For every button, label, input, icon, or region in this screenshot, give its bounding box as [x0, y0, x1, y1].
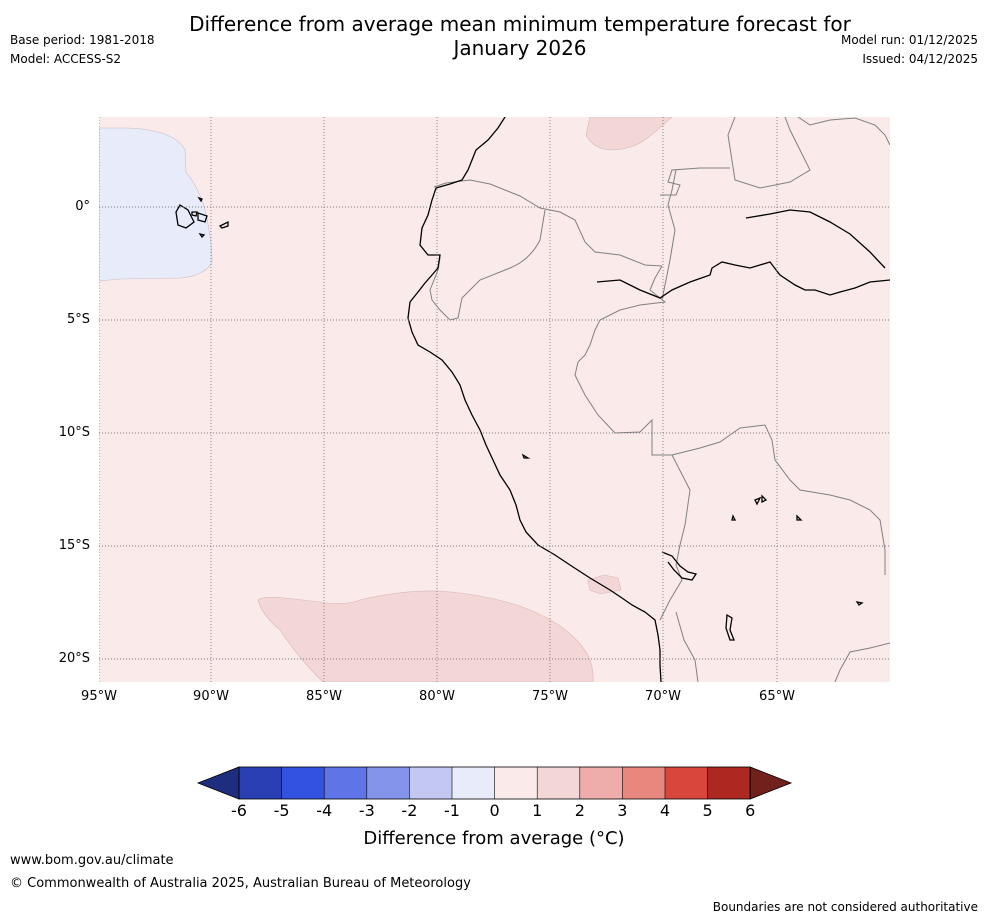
- warm-anomaly-coast: [587, 574, 622, 595]
- colorbar-extend-low: [196, 766, 240, 800]
- title-line-2: January 2026: [453, 36, 587, 60]
- colorbar-segment: [409, 767, 453, 799]
- colorbar-segment: [366, 767, 410, 799]
- colorbar-tick-label: 5: [702, 801, 713, 820]
- colorbar-tick-label: 1: [532, 801, 543, 820]
- colorbar-tick-label: 4: [659, 801, 671, 820]
- cool-anomaly-region: [99, 127, 213, 282]
- colorbar-label: Difference from average (°C): [363, 828, 625, 849]
- colorbar-segment: [281, 767, 325, 799]
- lon-label: 75°W: [532, 689, 568, 704]
- colorbar-segment: [707, 767, 751, 799]
- colorbar-tick-label: 6: [745, 801, 756, 820]
- colorbar-segment: [622, 767, 666, 799]
- warm-anomaly-north: [585, 117, 673, 151]
- colorbar: [196, 766, 793, 800]
- warm-anomaly-south: [257, 590, 594, 682]
- graticule-lines: [99, 117, 890, 682]
- colorbar-tick-label: 2: [574, 801, 585, 820]
- country-borders: [429, 117, 890, 682]
- colorbar-segment: [324, 767, 368, 799]
- boundary-disclaimer: Boundaries are not considered authoritat…: [712, 900, 978, 914]
- lon-label: 95°W: [81, 689, 117, 704]
- colorbar-extend-high: [749, 766, 793, 800]
- base-period: Base period: 1981-2018: [10, 33, 155, 47]
- colorbar-segment: [239, 767, 283, 799]
- lat-label: 20°S: [58, 651, 90, 666]
- colorbar-tick-label: 0: [489, 801, 500, 820]
- map-area: [99, 117, 890, 682]
- colorbar-segment: [494, 767, 538, 799]
- lon-label: 80°W: [419, 689, 455, 704]
- lon-label: 90°W: [193, 689, 229, 704]
- colorbar-tick-label: -6: [231, 801, 247, 820]
- lat-label: 5°S: [66, 312, 90, 327]
- copyright-notice: © Commonwealth of Australia 2025, Austra…: [10, 876, 471, 891]
- model-name: Model: ACCESS-S2: [10, 52, 122, 66]
- lon-label: 70°W: [645, 689, 681, 704]
- lat-label: 0°: [75, 199, 90, 214]
- colorbar-tick-label: -3: [358, 801, 375, 820]
- colorbar-segment: [665, 767, 709, 799]
- title-line-1: Difference from average mean minimum tem…: [189, 12, 851, 36]
- chart-title: Difference from average mean minimum tem…: [140, 12, 900, 60]
- issued-date: Issued: 04/12/2025: [862, 52, 978, 66]
- lat-label: 10°S: [58, 425, 90, 440]
- lon-label: 65°W: [759, 689, 795, 704]
- colorbar-tick-label: -2: [401, 801, 418, 820]
- model-run: Model run: 01/12/2025: [840, 33, 978, 47]
- colorbar-segment: [452, 767, 496, 799]
- colorbar-segment: [579, 767, 623, 799]
- colorbar-segment: [537, 767, 581, 799]
- colorbar-tick-label: 3: [617, 801, 628, 820]
- coastlines: [175, 117, 890, 682]
- lat-label: 15°S: [58, 538, 90, 553]
- map-background: [99, 117, 890, 682]
- lon-label: 85°W: [306, 689, 342, 704]
- website-link[interactable]: www.bom.gov.au/climate: [10, 853, 174, 868]
- colorbar-tick-label: -1: [444, 801, 460, 820]
- colorbar-tick-label: -5: [273, 801, 290, 820]
- colorbar-tick-label: -4: [316, 801, 333, 820]
